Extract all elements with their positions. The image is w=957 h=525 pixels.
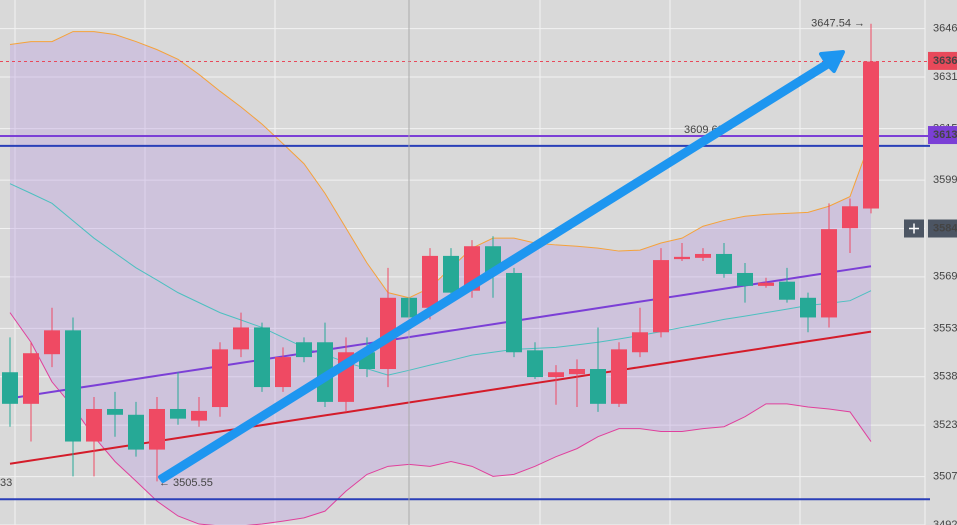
candle-body <box>569 369 585 375</box>
price-badge <box>928 126 957 145</box>
price-badge <box>928 51 957 70</box>
candle-body <box>674 256 690 260</box>
candle-body <box>863 61 879 209</box>
bollinger-upper <box>9 31 872 299</box>
candle-body <box>254 327 270 388</box>
moving-average <box>9 265 872 400</box>
candle-body <box>548 372 564 378</box>
candle-body <box>821 229 837 318</box>
candle-body <box>758 282 774 286</box>
y-tick-label: 3538 <box>933 371 957 383</box>
candle-body <box>170 408 186 419</box>
y-tick-label: 3599 <box>933 174 957 186</box>
candle-body <box>695 253 711 258</box>
plus-icon <box>909 223 919 234</box>
y-tick-label: 3553 <box>933 322 957 334</box>
candle-body <box>506 272 522 353</box>
candle-body <box>86 408 102 442</box>
high-annotation: 3647.54 → <box>811 18 865 30</box>
candle-body <box>191 410 207 421</box>
candle-body <box>2 372 18 404</box>
candle-body <box>212 349 228 408</box>
price-badge-label: 3584 <box>933 222 957 234</box>
y-tick-label: 3523 <box>933 419 957 431</box>
trend-arrow <box>158 50 845 483</box>
candle-body <box>590 369 606 404</box>
line-label: 33 <box>0 477 12 489</box>
candle-body <box>737 272 753 286</box>
candle-body <box>653 260 669 333</box>
y-tick-label: 3492 <box>933 519 957 525</box>
price-badge <box>928 219 957 238</box>
bollinger-middle <box>9 183 872 376</box>
candle-body <box>800 297 816 318</box>
candle-body <box>443 255 459 293</box>
y-tick-label: 3631 <box>933 71 957 83</box>
candle-body <box>44 330 60 355</box>
y-tick-label: 3507 <box>933 471 957 483</box>
low-annotation: ← 3505.55 <box>159 477 213 489</box>
candle-body <box>527 350 543 378</box>
bollinger-lower <box>9 312 872 525</box>
candle-body <box>296 342 312 358</box>
candle-body <box>107 408 123 415</box>
y-tick-label: 3569 <box>933 271 957 283</box>
y-tick-label: 3646 <box>933 23 957 35</box>
candle-body <box>233 327 249 350</box>
vertical-grid <box>14 0 926 525</box>
price-badge-label: 3613 <box>933 129 957 141</box>
price-badge-label: 3636 <box>933 55 957 67</box>
candle-body <box>779 281 795 300</box>
candle-body <box>842 206 858 229</box>
candle-body <box>422 255 438 308</box>
candle-body <box>23 353 39 404</box>
candle-body <box>275 357 291 388</box>
candle-body <box>716 253 732 274</box>
candle-body <box>128 414 144 450</box>
overlay: 3646363136153599358435693553353835233507… <box>0 18 957 525</box>
candle-body <box>632 332 648 353</box>
plot: 3609.63 <box>0 23 930 525</box>
candle-body <box>149 408 165 450</box>
candle-body <box>65 330 81 442</box>
candle-body <box>611 349 627 404</box>
